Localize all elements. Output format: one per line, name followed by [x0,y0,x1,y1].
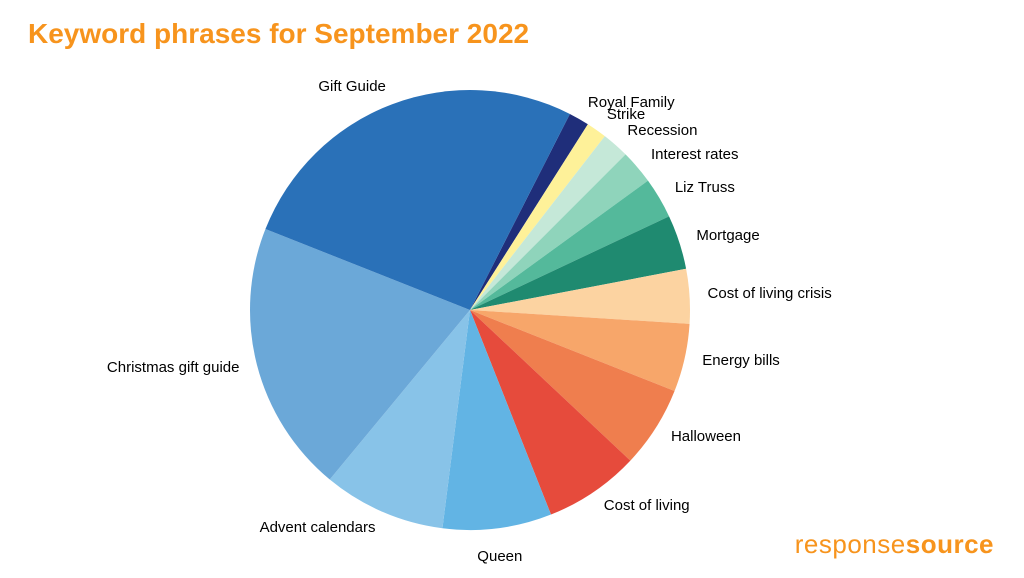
pie-slice-label: Strike [607,106,645,123]
pie-slice-label: Interest rates [651,146,739,163]
pie-slice-label: Gift Guide [318,78,386,95]
brand-logo: responsesource [795,529,994,560]
pie-slice-label: Advent calendars [260,519,376,536]
pie-slice-label: Queen [477,548,522,565]
logo-word-1: response [795,529,906,559]
pie-slice-label: Cost of living crisis [708,285,832,302]
pie-slice-label: Mortgage [696,227,759,244]
logo-word-2: source [906,529,994,559]
pie-slice-label: Cost of living [604,497,690,514]
pie-slice-label: Halloween [671,428,741,445]
chart-title: Keyword phrases for September 2022 [28,18,529,50]
pie-slice-label: Energy bills [702,352,780,369]
pie-slice-label: Christmas gift guide [107,359,240,376]
pie-slice-label: Recession [627,122,697,139]
pie-chart [248,88,692,532]
pie-slice-label: Liz Truss [675,179,735,196]
